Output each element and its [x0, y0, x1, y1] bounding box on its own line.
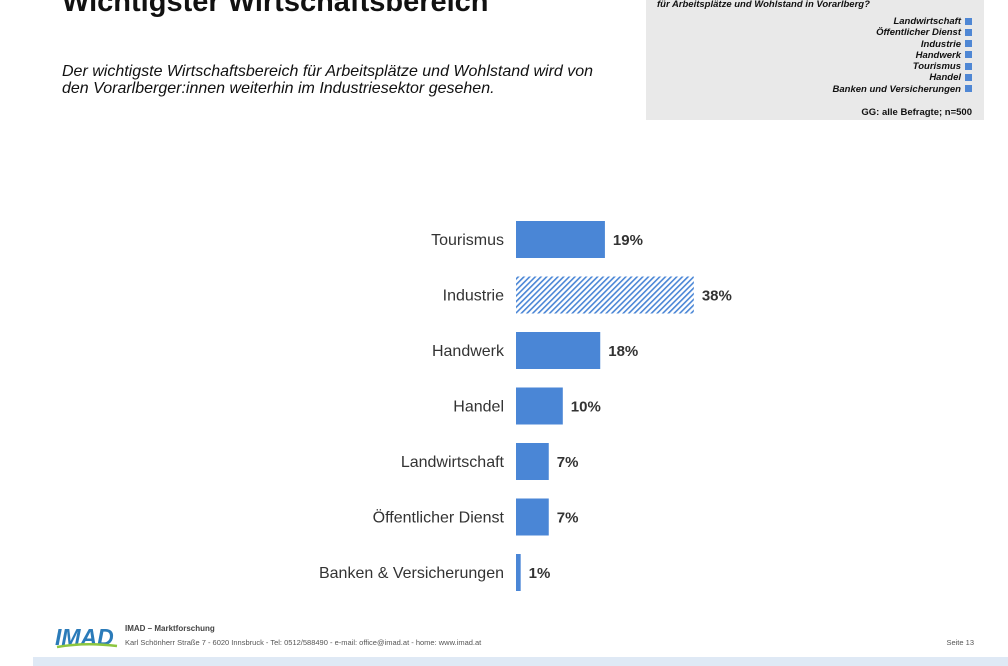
bar [516, 221, 605, 258]
footer-address: Karl Schönherr Straße 7 - 6020 Innsbruck… [125, 638, 482, 647]
legend-swatch [965, 85, 972, 93]
legend-label: Handel [929, 72, 961, 84]
category-label: Öffentlicher Dienst [373, 509, 505, 527]
bar [516, 387, 563, 425]
legend-label: Banken und Versicherungen [832, 83, 961, 95]
legend-label: Industrie [920, 38, 961, 50]
bar-chart: Tourismus 19% Industrie 38% Handwerk 18% Hande… [319, 221, 732, 591]
imad-logo: IMAD [55, 623, 119, 654]
category-label: Tourismus [431, 232, 504, 249]
page-title: Wichtigster Wirtschaftsbereich [62, 0, 489, 18]
category-label: Banken & Versicherungen [319, 565, 504, 582]
value-label: 18% [608, 343, 638, 360]
legend-item: Landwirtschaft [833, 16, 972, 27]
bar-highlighted [516, 276, 694, 314]
legend-label: Öffentlicher Dienst [876, 27, 961, 39]
value-label: 7% [557, 510, 579, 527]
value-label: 19% [613, 232, 643, 249]
legend-swatch [965, 51, 972, 59]
question-text: für Arbeitsplätze und Wohlstand in Vorar… [657, 0, 870, 10]
legend-item: Öffentlicher Dienst [833, 27, 972, 38]
legend-item: Handel [833, 72, 972, 83]
category-label: Landwirtschaft [401, 454, 505, 471]
value-label: 10% [571, 399, 601, 416]
page-number: Seite 13 [946, 638, 974, 647]
legend-swatch [965, 62, 972, 70]
legend-item: Industrie [833, 39, 972, 50]
bar [516, 554, 521, 591]
legend-item: Banken und Versicherungen [833, 84, 972, 95]
category-label: Handwerk [432, 343, 505, 360]
page-subtitle: Der wichtigste Wirtschaftsbereich für Ar… [62, 63, 594, 97]
bar [516, 498, 549, 536]
value-label: 38% [702, 288, 732, 305]
legend-label: Handwerk [915, 49, 961, 61]
bar [516, 443, 549, 480]
value-label: 1% [529, 565, 551, 582]
category-label: Handel [453, 399, 504, 416]
value-label: 7% [557, 454, 579, 471]
legend-swatch [965, 28, 972, 36]
legend-label: Tourismus [912, 61, 961, 73]
legend-swatch [965, 73, 972, 81]
category-label: Industrie [443, 288, 504, 305]
bottom-band [33, 657, 1008, 666]
legend-swatch [965, 17, 972, 25]
bar [516, 332, 601, 369]
question-box: für Arbeitsplätze und Wohlstand in Vorar… [646, 0, 984, 120]
legend-swatch [965, 40, 972, 48]
sample-base-note: GG: alle Befragte; n=500 [861, 107, 972, 118]
legend-item: Handwerk [833, 50, 972, 61]
legend-item: Tourismus [833, 61, 972, 72]
footer-company: IMAD – Marktforschung [125, 624, 215, 633]
legend: Landwirtschaft Öffentlicher Dienst Indus… [833, 16, 972, 95]
legend-label: Landwirtschaft [893, 16, 961, 27]
